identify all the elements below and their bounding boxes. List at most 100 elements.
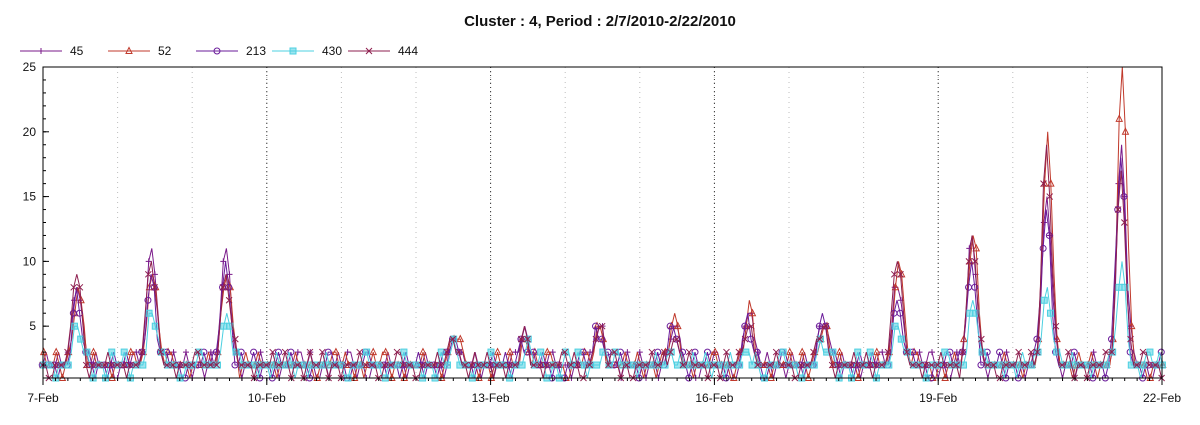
chart-title: Cluster : 4, Period : 2/7/2010-2/22/2010 xyxy=(464,13,736,30)
point xyxy=(474,361,482,369)
point xyxy=(742,348,750,356)
point xyxy=(182,349,189,356)
point xyxy=(772,348,780,356)
point xyxy=(798,347,806,356)
point xyxy=(275,361,283,369)
point xyxy=(176,361,183,369)
point xyxy=(940,361,948,369)
y-tick-label: 10 xyxy=(23,254,37,268)
point xyxy=(604,361,612,369)
point xyxy=(1139,348,1147,356)
point xyxy=(623,361,631,369)
point xyxy=(797,361,805,369)
point xyxy=(306,348,314,356)
point xyxy=(294,361,301,369)
point xyxy=(691,348,699,356)
point xyxy=(312,361,320,369)
point xyxy=(1115,114,1124,122)
point xyxy=(599,348,607,356)
point xyxy=(537,348,545,356)
point xyxy=(673,335,681,343)
point xyxy=(1121,283,1129,291)
point xyxy=(480,361,488,369)
y-tick-label: 5 xyxy=(29,319,36,333)
point xyxy=(1046,309,1054,317)
point xyxy=(1146,348,1154,356)
point xyxy=(854,348,862,356)
point xyxy=(710,361,718,369)
point xyxy=(1108,348,1116,356)
series-444 xyxy=(39,144,1165,382)
point xyxy=(437,348,445,356)
point xyxy=(729,361,737,369)
point xyxy=(736,361,744,369)
point xyxy=(971,258,979,265)
point xyxy=(835,361,842,369)
point xyxy=(144,296,152,304)
y-tick-label: 25 xyxy=(23,60,37,74)
point xyxy=(779,361,786,369)
grid xyxy=(117,67,1088,378)
point xyxy=(499,361,507,369)
point xyxy=(928,361,935,369)
point xyxy=(120,361,127,369)
point xyxy=(959,361,967,369)
point xyxy=(841,361,848,369)
legend-item-213: 213 xyxy=(196,44,266,58)
point xyxy=(506,347,514,356)
point xyxy=(350,361,357,369)
point xyxy=(1065,348,1072,356)
point xyxy=(486,361,494,369)
point xyxy=(965,258,973,265)
point xyxy=(1053,348,1061,356)
point xyxy=(231,361,239,369)
point xyxy=(76,283,84,291)
point xyxy=(573,361,581,369)
point xyxy=(89,361,96,369)
point xyxy=(953,361,960,369)
point xyxy=(430,361,438,369)
point xyxy=(674,321,682,330)
point xyxy=(151,322,159,330)
point xyxy=(592,335,600,343)
legend-item-52: 52 xyxy=(108,44,172,58)
point xyxy=(685,348,693,356)
point xyxy=(1127,321,1136,330)
point xyxy=(524,335,532,343)
point xyxy=(542,361,550,369)
point xyxy=(748,308,757,317)
point xyxy=(760,361,768,369)
point xyxy=(884,348,892,356)
point xyxy=(83,348,91,356)
legend-label: 444 xyxy=(398,44,418,58)
point xyxy=(754,361,761,369)
point xyxy=(1102,348,1110,356)
legend-label: 213 xyxy=(246,44,266,58)
point xyxy=(878,361,886,369)
point xyxy=(1077,361,1085,369)
point xyxy=(375,361,383,369)
point xyxy=(368,361,376,369)
point xyxy=(1145,361,1153,369)
point xyxy=(766,361,774,369)
point xyxy=(959,348,967,356)
point xyxy=(213,361,221,369)
point xyxy=(387,361,395,369)
point xyxy=(735,348,743,356)
point xyxy=(666,322,674,330)
point xyxy=(1070,348,1078,356)
point xyxy=(163,361,171,369)
legend-marker xyxy=(289,47,297,55)
point xyxy=(897,270,904,278)
point xyxy=(828,361,836,369)
point xyxy=(530,361,538,369)
point xyxy=(443,361,451,369)
x-tick-label: 22-Feb xyxy=(1143,391,1181,405)
point xyxy=(76,309,84,317)
point xyxy=(574,348,582,356)
point xyxy=(723,348,730,356)
point xyxy=(1120,193,1128,201)
point xyxy=(810,348,817,356)
point xyxy=(70,283,78,291)
point xyxy=(654,361,662,369)
